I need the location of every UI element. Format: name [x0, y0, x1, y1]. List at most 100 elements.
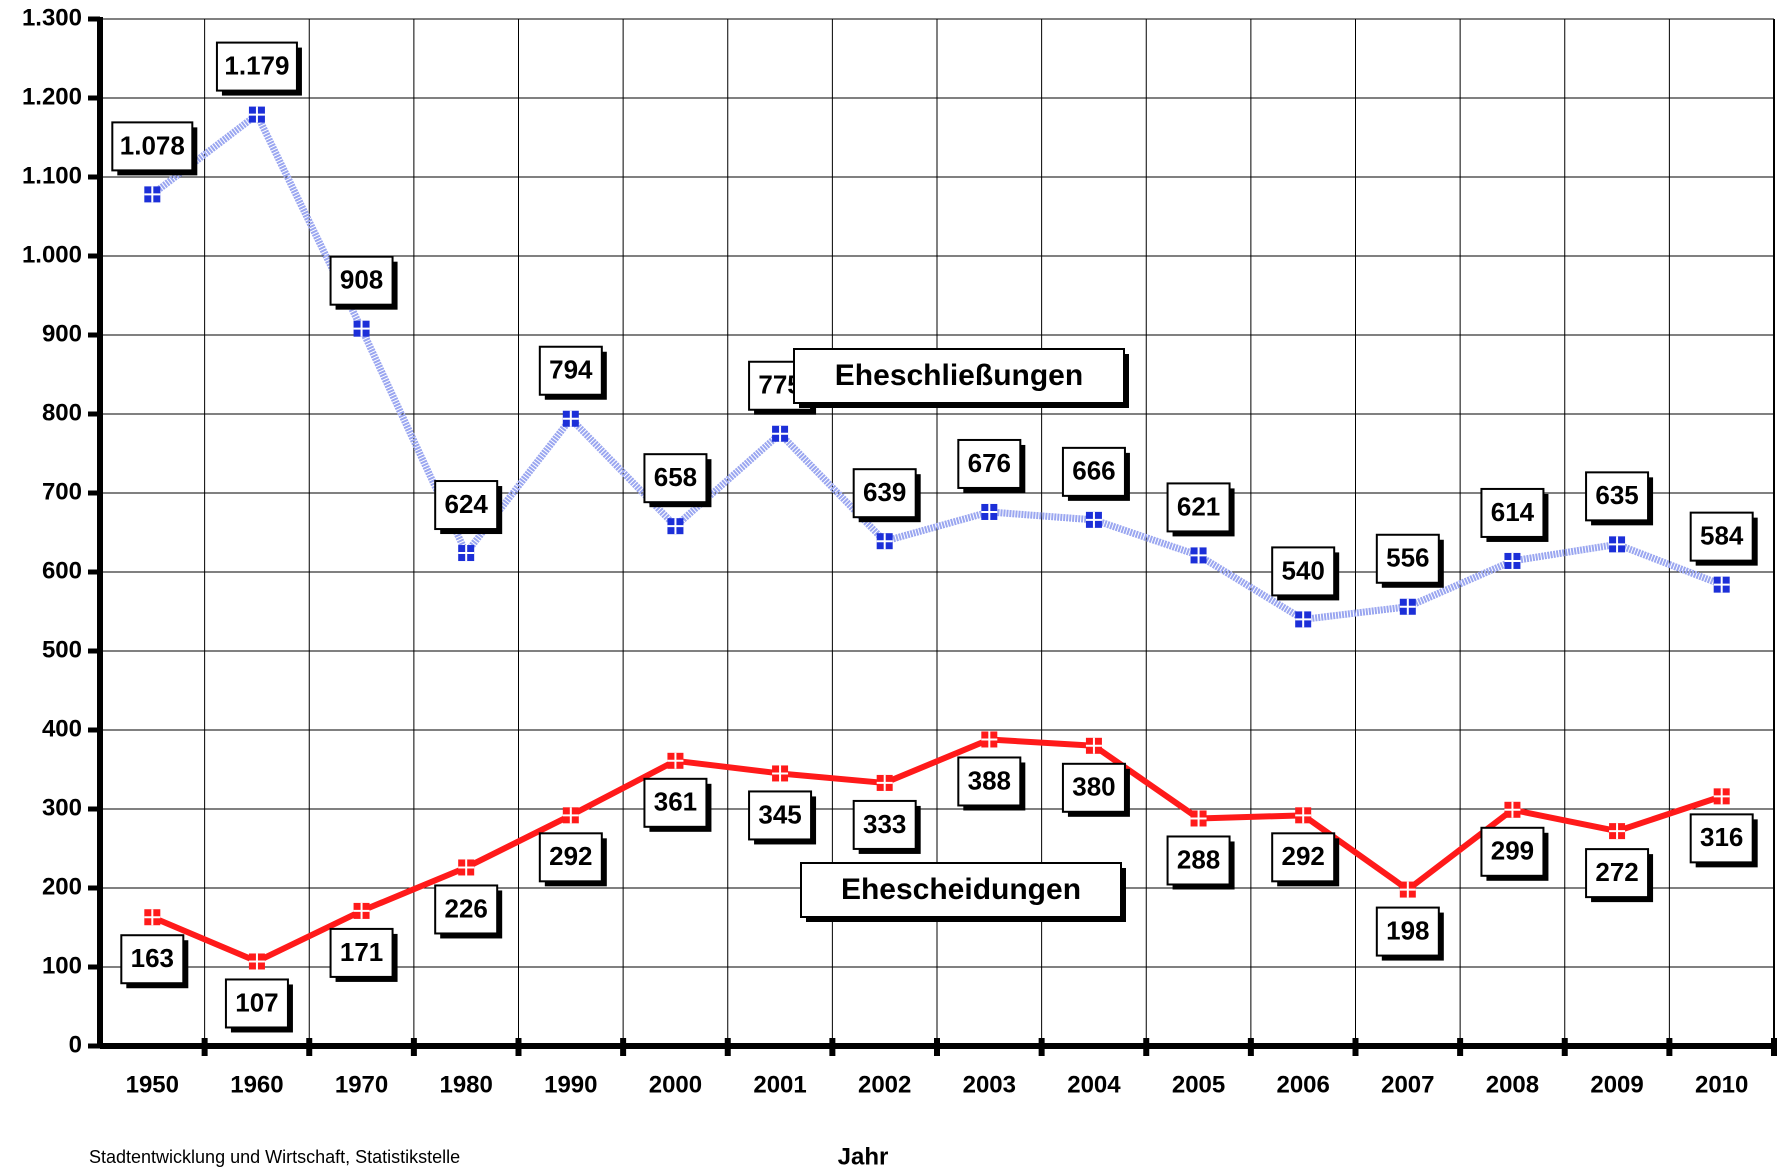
- data-label-box: [215, 41, 298, 92]
- source-note: Stadtentwicklung und Wirtschaft, Statist…: [89, 1147, 460, 1167]
- x-tick-label: 2003: [963, 1071, 1016, 1098]
- marker-cross: [353, 320, 370, 337]
- marker-cross: [248, 106, 265, 123]
- marker-group: [1190, 810, 1207, 827]
- data-label: 1.179: [224, 50, 289, 80]
- marker-cross: [248, 953, 265, 970]
- x-tick-label: 2005: [1172, 1071, 1225, 1098]
- marker-group: [1609, 823, 1626, 840]
- series-line: [150, 111, 1723, 623]
- x-tick-label: 2010: [1695, 1071, 1748, 1098]
- data-label-box: [957, 756, 1022, 807]
- data-label-box: [111, 121, 194, 172]
- y-tick-label: 200: [42, 873, 82, 900]
- x-tick-label: 2000: [649, 1071, 702, 1098]
- data-label-box: [957, 438, 1022, 489]
- data-label: 361: [654, 787, 697, 817]
- data-label: 198: [1386, 915, 1429, 945]
- data-label: 908: [340, 265, 383, 295]
- series-name-label: Ehescheidungen: [841, 873, 1081, 906]
- data-label: 171: [340, 937, 383, 967]
- data-label: 540: [1281, 555, 1324, 585]
- data-label: 556: [1386, 543, 1429, 573]
- y-tick-label: 1.100: [22, 162, 82, 189]
- y-tick-label: 1.200: [22, 83, 82, 110]
- marker-group: [1085, 511, 1102, 528]
- marker-cross: [1190, 547, 1207, 564]
- data-label: 333: [863, 809, 906, 839]
- x-tick-label: 1960: [230, 1071, 283, 1098]
- marker-cross: [772, 425, 789, 442]
- marker-group: [876, 774, 893, 791]
- marker-cross: [1609, 536, 1626, 553]
- data-label-box: [1271, 832, 1336, 883]
- y-tick-label: 700: [42, 478, 82, 505]
- marker-cross: [876, 774, 893, 791]
- data-label-box: [120, 934, 185, 985]
- data-label-box: [434, 480, 499, 531]
- marker-group: [1085, 737, 1102, 754]
- marker-group: [1295, 807, 1312, 824]
- data-label-box: [643, 453, 708, 504]
- data-label: 292: [549, 841, 592, 871]
- data-label: 388: [968, 765, 1011, 795]
- data-label: 163: [131, 943, 174, 973]
- y-tick-label: 900: [42, 320, 82, 347]
- data-label: 299: [1491, 836, 1534, 866]
- data-label: 639: [863, 477, 906, 507]
- marker-group: [1713, 576, 1730, 593]
- data-label: 107: [235, 987, 278, 1017]
- x-tick-label: 1990: [544, 1071, 597, 1098]
- marker-group: [1609, 536, 1626, 553]
- data-label: 1.078: [120, 130, 185, 160]
- data-label-box: [1585, 471, 1650, 522]
- marker-cross: [772, 765, 789, 782]
- y-tick-label: 800: [42, 399, 82, 426]
- marker-cross: [876, 533, 893, 550]
- marker-cross: [1190, 810, 1207, 827]
- y-tick-label: 300: [42, 794, 82, 821]
- x-tick-label: 2006: [1276, 1071, 1329, 1098]
- marker-cross: [1399, 598, 1416, 615]
- y-tick-label: 400: [42, 715, 82, 742]
- marker-cross: [144, 186, 161, 203]
- data-label-box: [434, 884, 499, 935]
- marker-cross: [1504, 552, 1521, 569]
- data-label-box: [1271, 546, 1336, 597]
- marker-cross: [458, 545, 475, 562]
- x-tick-label: 2008: [1486, 1071, 1539, 1098]
- data-label-box: [1480, 487, 1545, 538]
- marker-group: [667, 518, 684, 535]
- data-label: 621: [1177, 491, 1220, 521]
- marker-group: [458, 545, 475, 562]
- y-tick-label: 600: [42, 557, 82, 584]
- data-label: 272: [1595, 857, 1638, 887]
- marker-group: [562, 807, 579, 824]
- marker-cross: [353, 902, 370, 919]
- data-label-box: [1166, 835, 1231, 886]
- marker-group: [981, 503, 998, 520]
- marker-cross: [667, 518, 684, 535]
- data-label-box: [538, 832, 603, 883]
- data-label-box: [852, 799, 917, 850]
- marker-group: [353, 902, 370, 919]
- marker-cross: [1399, 881, 1416, 898]
- marker-cross: [1085, 737, 1102, 754]
- data-label: 635: [1595, 480, 1638, 510]
- series-name-label: Eheschließungen: [835, 359, 1083, 392]
- marker-cross: [981, 503, 998, 520]
- data-label-box: [1480, 826, 1545, 877]
- data-label: 316: [1700, 822, 1743, 852]
- marker-cross: [1504, 801, 1521, 818]
- data-label: 292: [1281, 841, 1324, 871]
- data-label: 584: [1700, 521, 1744, 551]
- y-tick-label: 1.300: [22, 4, 82, 31]
- marker-group: [1399, 598, 1416, 615]
- data-label: 794: [549, 355, 593, 385]
- x-tick-label: 2009: [1590, 1071, 1643, 1098]
- marker-group: [667, 752, 684, 769]
- data-label-box: [538, 345, 603, 396]
- data-label: 380: [1072, 772, 1115, 802]
- marker-cross: [1085, 511, 1102, 528]
